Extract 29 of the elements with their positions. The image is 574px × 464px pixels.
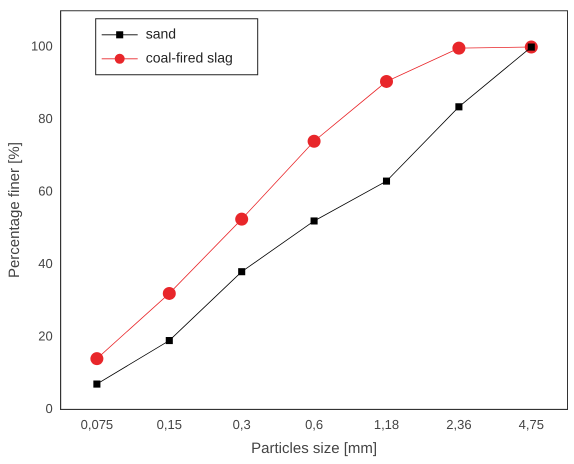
x-tick-label: 4,75 xyxy=(518,416,544,432)
y-tick-label: 20 xyxy=(38,328,53,344)
legend-label: coal-fired slag xyxy=(146,50,233,66)
y-tick-label: 0 xyxy=(45,400,53,416)
point xyxy=(162,286,176,300)
point xyxy=(380,74,393,88)
point xyxy=(452,42,466,55)
y-tick-label: 40 xyxy=(38,256,53,272)
x-tick-label: 0,15 xyxy=(156,416,182,432)
x-tick-label: 0,075 xyxy=(80,416,114,432)
point xyxy=(455,103,462,110)
x-tick-label: 1,18 xyxy=(374,416,400,432)
point xyxy=(382,178,390,185)
y-tick-label: 60 xyxy=(38,184,53,199)
point xyxy=(310,217,318,225)
x-tick-label: 0,3 xyxy=(232,416,251,432)
x-tick-label: 0,6 xyxy=(305,416,324,432)
point xyxy=(93,380,100,388)
point xyxy=(308,134,321,148)
point xyxy=(90,352,104,366)
x-tick-label: 2,36 xyxy=(446,416,472,432)
point xyxy=(166,337,173,344)
y-tick-label: 80 xyxy=(38,111,53,126)
legend-label: sand xyxy=(146,26,176,42)
y-tick-label: 100 xyxy=(30,38,53,54)
point xyxy=(238,268,246,276)
point xyxy=(235,212,248,226)
x-axis-title: Particles size [mm] xyxy=(251,440,378,458)
y-axis-title: Percentage finer [%] xyxy=(6,142,24,278)
